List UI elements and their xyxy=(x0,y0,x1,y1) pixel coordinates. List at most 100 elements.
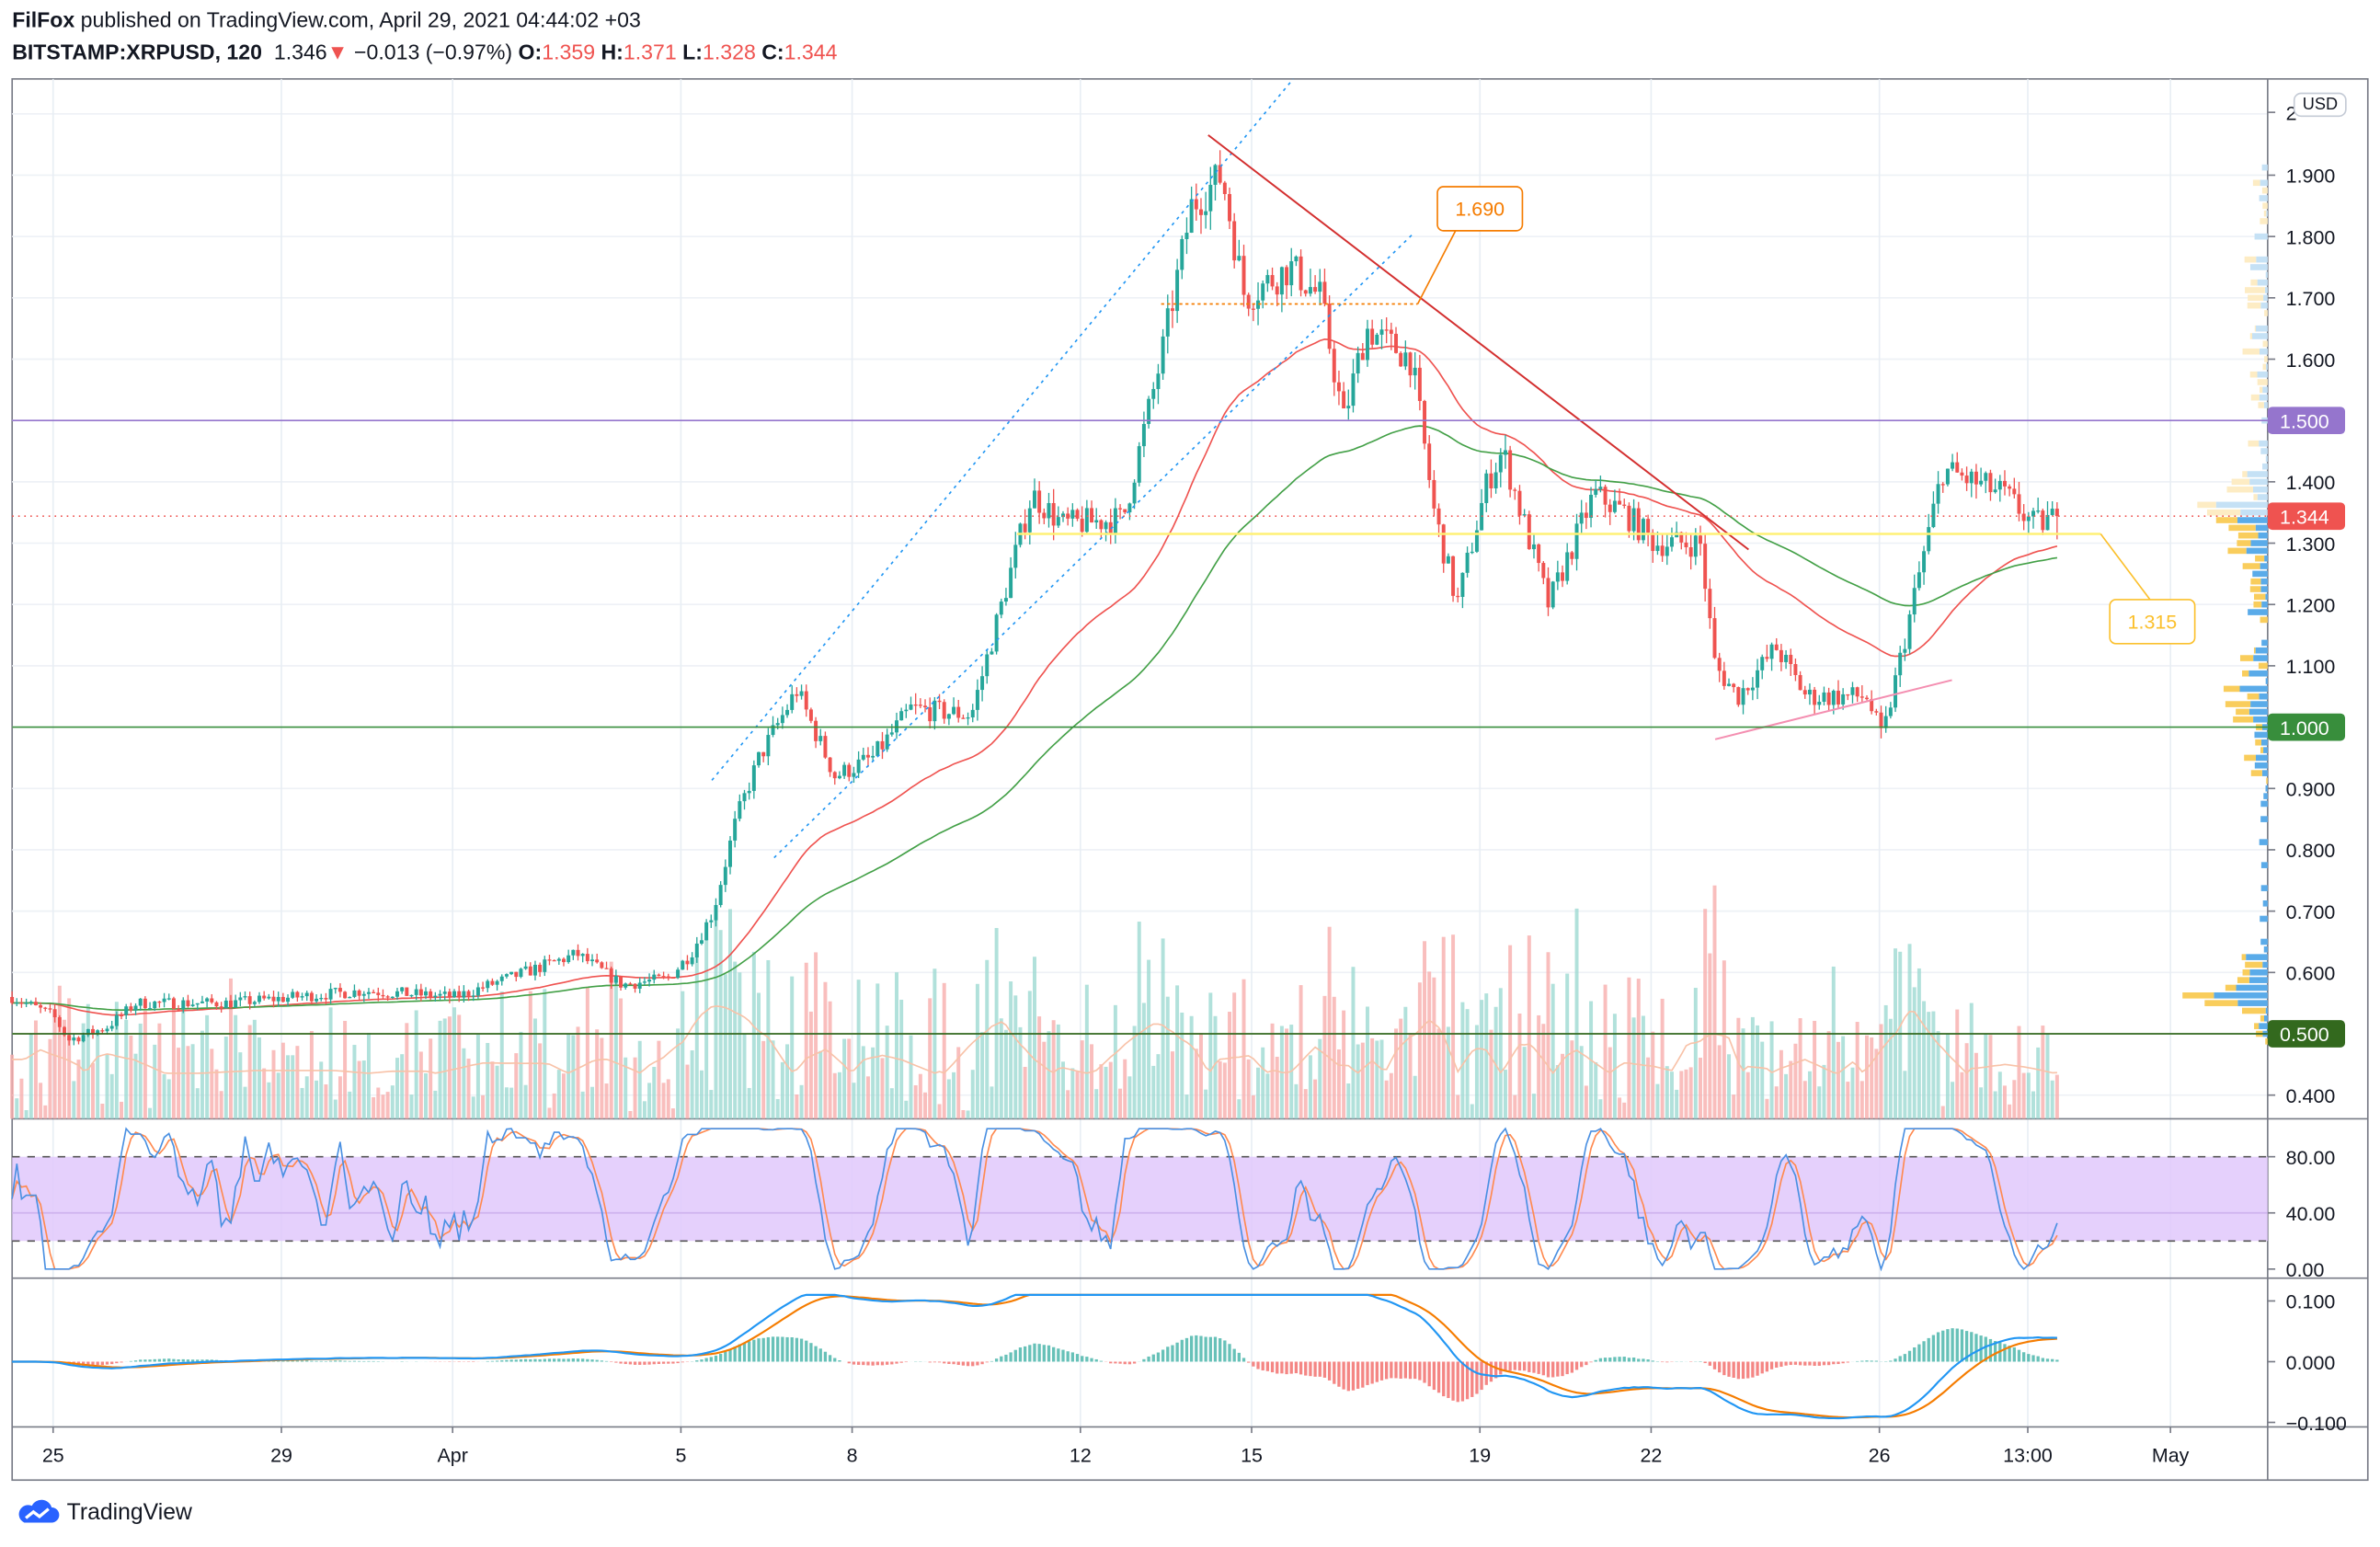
macd-histogram-bar xyxy=(1618,1357,1621,1362)
volume-profile-up xyxy=(2261,770,2268,776)
candle xyxy=(1703,533,1708,602)
macd-histogram-bar xyxy=(1403,1361,1408,1379)
volume-bar xyxy=(234,1014,238,1119)
candle-body xyxy=(1807,689,1812,695)
macd-histogram-bar xyxy=(614,1361,618,1363)
candle-body xyxy=(1047,502,1051,519)
candle xyxy=(1727,678,1732,687)
volume-bar xyxy=(414,1010,418,1119)
candle xyxy=(842,762,847,779)
volume-bar xyxy=(1936,1031,1940,1119)
macd-histogram-bar xyxy=(100,1361,104,1366)
volume-profile-down xyxy=(2253,647,2256,654)
candle-body xyxy=(343,991,348,999)
tradingview-logo[interactable]: TradingView xyxy=(16,1498,192,1526)
volume-bar xyxy=(247,1025,252,1119)
volume-profile-up xyxy=(2237,1000,2268,1006)
volume-bar xyxy=(1688,1067,1693,1119)
candle xyxy=(1256,281,1261,326)
macd-histogram-bar xyxy=(1213,1336,1218,1362)
volume-bar xyxy=(29,1033,33,1119)
candle-body xyxy=(181,1000,186,1010)
candle-body xyxy=(271,996,276,1002)
macd-histogram-bar xyxy=(1456,1361,1459,1403)
candle-body xyxy=(562,958,566,963)
candle-body xyxy=(590,959,594,962)
volume-bar xyxy=(1427,971,1432,1119)
macd-histogram-bar xyxy=(966,1361,970,1367)
candle xyxy=(200,995,204,1003)
candle-body xyxy=(1389,329,1393,334)
volume-profile-down xyxy=(2252,179,2260,187)
macd-histogram-bar xyxy=(1156,1352,1161,1362)
volume-profile-up xyxy=(2248,708,2268,716)
candle-body xyxy=(276,996,280,1002)
candle xyxy=(1955,452,1960,474)
candle-body xyxy=(547,959,552,961)
volume-profile-down xyxy=(2231,478,2250,486)
volume-bar xyxy=(556,1070,561,1119)
volume-profile-down xyxy=(2264,356,2268,362)
candle xyxy=(1003,588,1008,606)
symbol[interactable]: BITSTAMP:XRPUSD, 120 xyxy=(12,39,262,64)
candle xyxy=(381,989,385,1000)
last-price-label: 1.344 xyxy=(2280,506,2329,528)
candle-body xyxy=(166,998,171,1000)
volume-bar xyxy=(1056,1024,1060,1119)
candle xyxy=(604,961,609,969)
candle-body xyxy=(1817,702,1822,705)
candle xyxy=(1441,523,1446,573)
price-tick-label: 0.600 xyxy=(2286,963,2336,985)
candle-body xyxy=(613,976,618,983)
candle-body xyxy=(1379,329,1384,335)
macd-histogram-bar xyxy=(1779,1361,1783,1368)
macd-histogram-bar xyxy=(1970,1332,1974,1362)
candle-body xyxy=(861,754,865,760)
candle-body xyxy=(1308,287,1312,294)
candle xyxy=(177,1004,181,1011)
currency-button[interactable]: USD xyxy=(2293,92,2348,118)
volume-profile-down xyxy=(2227,547,2247,555)
candle xyxy=(1798,670,1802,691)
time-tick-label: 26 xyxy=(1869,1444,1891,1466)
candle xyxy=(552,959,556,962)
candle-body xyxy=(234,1000,238,1008)
volume-bar xyxy=(153,1044,157,1119)
time-tick-label: Apr xyxy=(437,1444,467,1466)
volume-bar xyxy=(319,1061,324,1119)
macd-histogram-bar xyxy=(1703,1361,1707,1364)
candle-body xyxy=(1546,578,1550,608)
candle xyxy=(1137,441,1141,487)
candle-body xyxy=(405,987,409,996)
volume-bar xyxy=(390,1085,395,1119)
candle-body xyxy=(424,991,428,996)
volume-bar xyxy=(1798,1018,1802,1119)
macd-histogram-bar xyxy=(1390,1361,1393,1379)
volume-bar xyxy=(243,1086,247,1119)
candle xyxy=(1080,506,1084,537)
macd-histogram-bar xyxy=(1195,1335,1198,1362)
candle xyxy=(685,955,690,970)
candle xyxy=(1997,475,2002,502)
author[interactable]: FilFox xyxy=(12,7,75,32)
candle-body xyxy=(2008,486,2012,489)
candle xyxy=(1099,519,1104,539)
macd-histogram-bar xyxy=(1946,1329,1950,1362)
candle-body xyxy=(1846,693,1850,696)
volume-profile-up xyxy=(2259,839,2268,845)
candle xyxy=(856,751,861,778)
volume-bar xyxy=(1037,1016,1042,1119)
volume-bar xyxy=(276,1072,280,1119)
candle-body xyxy=(238,997,243,1001)
candle-body xyxy=(214,1002,219,1007)
candle xyxy=(699,933,704,945)
candle xyxy=(486,979,490,992)
candle xyxy=(1066,507,1070,526)
volume-bar xyxy=(704,938,709,1119)
candle xyxy=(814,716,818,749)
macd-histogram-bar xyxy=(1765,1361,1769,1372)
volume-bar xyxy=(1208,992,1213,1119)
macd-histogram-bar xyxy=(2055,1359,2059,1362)
candle-body xyxy=(1061,513,1065,518)
